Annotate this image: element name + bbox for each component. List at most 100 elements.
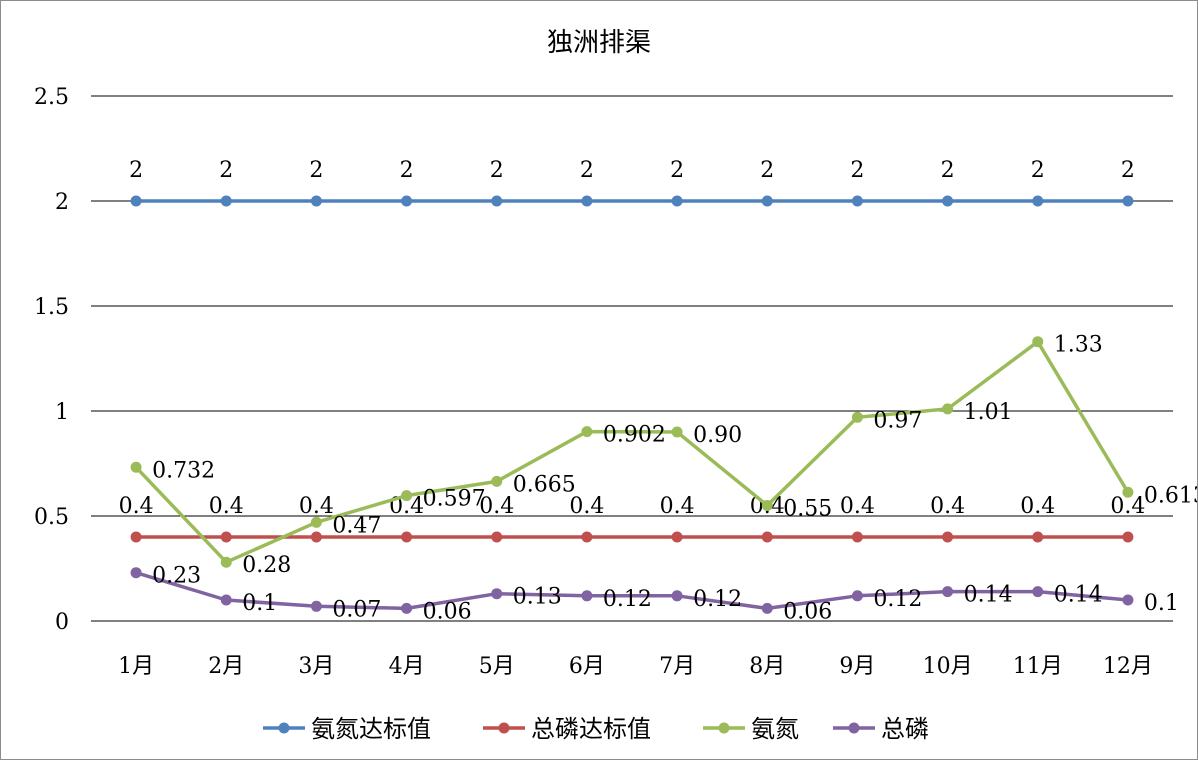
legend-marker: [848, 722, 860, 734]
data-point: [761, 500, 773, 511]
data-point: [310, 516, 322, 528]
data-point: [1032, 336, 1044, 348]
data-label: 0.55: [783, 497, 832, 522]
data-point: [671, 531, 683, 543]
data-point: [1122, 195, 1134, 207]
data-point: [761, 531, 773, 543]
data-point: [310, 600, 322, 612]
series-line: [135, 571, 1129, 611]
data-label: 0.597: [423, 487, 486, 512]
y-tick-label: 2.5: [34, 85, 69, 110]
data-point: [581, 590, 593, 602]
legend-label: 总磷达标值: [531, 715, 651, 743]
data-point: [310, 531, 322, 543]
data-point: [491, 588, 503, 600]
y-axis-ticks: 0 0.5 1 1.5 2 2.5: [34, 85, 69, 635]
data-label: 0.06: [423, 599, 472, 624]
data-label: 2: [490, 158, 504, 183]
data-label: 0.665: [513, 472, 576, 497]
data-point: [310, 195, 322, 207]
data-label: 2: [1121, 158, 1135, 183]
data-point: [491, 531, 503, 543]
chart-title: 独洲排渠: [547, 28, 651, 58]
data-label: 2: [850, 158, 864, 183]
data-point: [942, 403, 954, 415]
x-tick-label: 6月: [569, 654, 605, 679]
x-tick-label: 10月: [923, 654, 973, 679]
data-label: 1.01: [964, 400, 1013, 425]
x-tick-label: 1月: [118, 654, 154, 679]
series-line: [134, 339, 1130, 564]
data-point: [491, 195, 503, 207]
data-point: [220, 195, 232, 207]
data-label: 0.902: [603, 423, 666, 448]
data-label: 2: [219, 158, 233, 183]
data-point: [1032, 531, 1044, 543]
data-point: [581, 426, 593, 438]
x-tick-label: 2月: [208, 654, 244, 679]
legend-marker: [498, 722, 510, 734]
data-point: [401, 602, 413, 614]
data-point: [220, 531, 232, 543]
data-point: [491, 475, 503, 487]
series-2: 0.732 0.28 0.47 0.597 0.665 0.902 0.90 0.55 0.97…: [130, 333, 1198, 578]
data-point: [220, 594, 232, 606]
legend-label: 氨氮达标值: [311, 715, 431, 743]
y-tick-label: 1: [55, 400, 69, 425]
data-point: [851, 531, 863, 543]
data-label: 0.4: [479, 494, 514, 519]
data-label: 0.14: [964, 583, 1013, 608]
x-tick-label: 9月: [839, 654, 875, 679]
data-label: 0.97: [873, 408, 922, 433]
data-label: 0.4: [840, 494, 875, 519]
data-label: 0.90: [693, 423, 742, 448]
legend-marker: [278, 722, 290, 734]
data-label: 2: [941, 158, 955, 183]
data-label: 0.613: [1144, 483, 1197, 508]
data-point: [220, 556, 232, 568]
data-label: 2: [670, 158, 684, 183]
data-point: [130, 461, 142, 473]
data-label: 0.06: [783, 599, 832, 624]
data-label: 0.23: [152, 564, 201, 589]
data-label: 0.4: [209, 494, 244, 519]
y-tick-label: 2: [55, 190, 69, 215]
data-point: [1032, 586, 1044, 598]
data-label: 0.14: [1054, 583, 1103, 608]
data-point: [130, 195, 142, 207]
data-point: [671, 590, 683, 602]
data-point: [1122, 594, 1134, 606]
data-label: 0.4: [299, 494, 334, 519]
data-point: [1122, 531, 1134, 543]
data-point: [942, 195, 954, 207]
x-tick-label: 8月: [749, 654, 785, 679]
x-tick-label: 4月: [389, 654, 425, 679]
y-tick-label: 0.5: [34, 505, 69, 530]
x-tick-label: 12月: [1103, 654, 1153, 679]
data-label: 0.4: [119, 494, 154, 519]
data-label: 0.28: [242, 553, 291, 578]
data-label: 0.4: [1020, 494, 1055, 519]
data-label: 0.12: [693, 587, 742, 612]
x-tick-label: 11月: [1013, 654, 1063, 679]
data-label: 0.4: [660, 494, 695, 519]
legend-marker: [718, 722, 730, 734]
x-tick-label: 3月: [298, 654, 334, 679]
y-tick-label: 1.5: [34, 295, 69, 320]
data-label: 0.47: [332, 513, 381, 538]
legend: 氨氮达标值 总磷达标值 氨氮 总磷: [263, 715, 929, 743]
data-label: 0.1: [242, 591, 277, 616]
x-tick-label: 5月: [479, 654, 515, 679]
data-point: [401, 490, 413, 502]
data-point: [761, 195, 773, 207]
data-point: [401, 531, 413, 543]
data-label: 2: [400, 158, 414, 183]
data-label: 1.33: [1054, 333, 1103, 358]
data-label: 0.1: [1144, 591, 1179, 616]
data-label: 2: [580, 158, 594, 183]
legend-label: 氨氮: [751, 715, 799, 743]
series-1: 0.40.40.40.40.40.40.40.40.40.40.40.4: [119, 494, 1145, 543]
data-point: [851, 195, 863, 207]
legend-label: 总磷: [881, 715, 929, 743]
data-label: 2: [129, 158, 143, 183]
